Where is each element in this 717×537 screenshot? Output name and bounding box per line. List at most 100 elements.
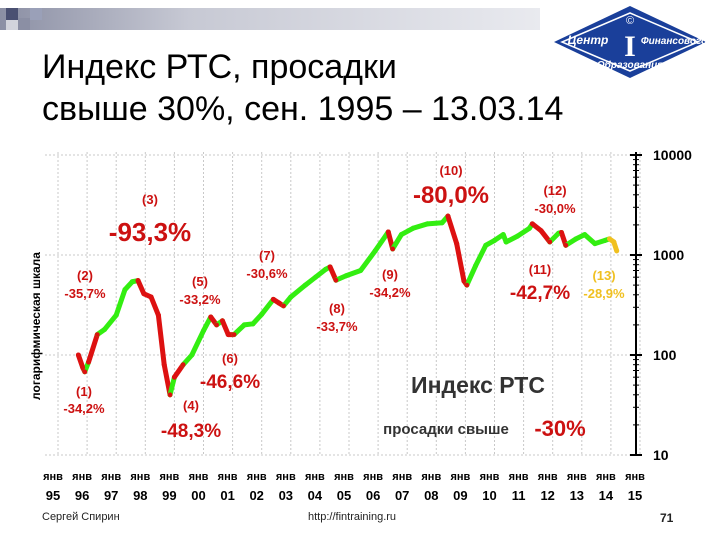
y-tick-label: 1000 xyxy=(653,247,684,263)
series-point xyxy=(602,237,608,243)
x-tick-month: янв xyxy=(276,471,296,483)
series-point xyxy=(439,220,445,226)
title-line-2: свыше 30%, сен. 1995 – 13.03.14 xyxy=(42,90,564,128)
drawdown-id-label: (8) xyxy=(329,301,345,316)
series-point xyxy=(464,282,470,288)
series-segment xyxy=(390,232,404,252)
series-point xyxy=(135,278,141,283)
drawdown-value-label: -42,7% xyxy=(510,283,570,304)
chart-subtitle: просадки свыше xyxy=(383,421,509,438)
series-point xyxy=(607,236,612,242)
series-segment xyxy=(473,242,489,269)
series-point xyxy=(527,225,532,231)
series-point xyxy=(343,273,349,279)
x-tick-year: 99 xyxy=(162,488,176,503)
x-tick-month: янв xyxy=(218,471,238,483)
y-ticks: 10 100 1000 10000 xyxy=(630,147,692,463)
drawdown-id-label: (2) xyxy=(77,268,93,283)
drawdown-value-label: -30,6% xyxy=(246,266,288,281)
drawdown-value-label: -34,2% xyxy=(63,401,105,416)
series-segment xyxy=(171,362,186,380)
x-tick-month: янв xyxy=(334,471,354,483)
series-segment xyxy=(372,229,391,254)
series-point xyxy=(94,332,100,337)
series-point xyxy=(201,328,206,334)
x-tick-year: 08 xyxy=(424,488,438,503)
drawdown-value-label: -80,0% xyxy=(413,182,489,209)
series-point xyxy=(113,312,119,318)
series-point xyxy=(529,221,535,227)
series-point xyxy=(189,352,195,358)
x-tick-year: 05 xyxy=(337,488,351,503)
series-segment xyxy=(86,332,100,365)
series-point xyxy=(425,221,430,227)
x-tick-month: янв xyxy=(101,471,121,483)
series-point xyxy=(141,291,147,297)
x-tick-month: янв xyxy=(130,471,150,483)
series-point xyxy=(208,314,214,320)
x-tick-year: 09 xyxy=(453,488,467,503)
x-tick-year: 95 xyxy=(46,488,60,503)
series-point xyxy=(390,246,396,252)
drawdown-value-label: -35,7% xyxy=(64,286,106,301)
series-point xyxy=(75,352,81,358)
series-point xyxy=(372,248,378,254)
series-segment xyxy=(167,374,177,398)
series-point xyxy=(313,274,318,280)
series-point xyxy=(148,294,154,300)
drawdown-value-label: -34,2% xyxy=(369,285,411,300)
x-tick-month: янв xyxy=(363,471,383,483)
drawdown-value-label: -93,3% xyxy=(109,217,191,247)
x-tick-month: янв xyxy=(159,471,179,483)
x-tick-year: 96 xyxy=(75,488,89,503)
slide-number: 71 xyxy=(660,511,674,525)
drawdown-id-label: (6) xyxy=(222,351,238,366)
x-tick-month: янв xyxy=(43,471,63,483)
drawdown-id-label: (12) xyxy=(543,183,566,198)
decor-square xyxy=(30,8,42,20)
decorative-bar xyxy=(0,8,540,32)
drawdown-value-label: -30,0% xyxy=(534,201,576,216)
drawdown-value-label: -48,3% xyxy=(161,421,221,442)
series-point xyxy=(259,311,265,317)
series-point xyxy=(410,225,416,231)
x-tick-month: янв xyxy=(421,471,441,483)
x-tick-year: 10 xyxy=(482,488,496,503)
series-point xyxy=(611,239,617,245)
series-point xyxy=(250,321,256,327)
y-tick-label: 10000 xyxy=(653,147,692,163)
series-segment xyxy=(358,248,378,273)
footer-url: http://fintraining.ru xyxy=(308,511,397,523)
series-point xyxy=(86,359,91,365)
chart-title: Индекс РТС xyxy=(411,372,545,398)
x-tick-month: янв xyxy=(450,471,470,483)
series-segment xyxy=(454,241,467,284)
series-point xyxy=(582,232,588,237)
series-point xyxy=(155,312,161,318)
series-point xyxy=(385,229,391,235)
x-tick-year: 13 xyxy=(570,488,584,503)
series-point xyxy=(225,332,231,337)
series-point xyxy=(161,362,167,368)
series-point xyxy=(500,232,506,237)
x-tick-year: 11 xyxy=(512,488,526,503)
series-point xyxy=(214,322,219,328)
series-point xyxy=(167,392,173,398)
x-tick-year: 02 xyxy=(249,488,263,503)
series-point xyxy=(172,374,177,380)
x-tick-month: янв xyxy=(509,471,529,483)
series-segment xyxy=(219,318,231,338)
logo-diamond-border xyxy=(560,12,700,72)
x-tick-year: 15 xyxy=(628,488,642,503)
drawdown-value-label: -33,7% xyxy=(316,319,358,334)
series-segment xyxy=(464,263,479,288)
series-point xyxy=(563,242,569,248)
drawdown-value-label: -28,9% xyxy=(583,286,625,301)
logo-diamond xyxy=(554,6,706,78)
decor-square xyxy=(18,18,30,30)
series-point xyxy=(281,303,286,309)
x-tick-year: 03 xyxy=(279,488,293,503)
x-ticks: янв 95 янв 96 янв 97 янв 98 янв 99 янв 00 янв 01 янв 02… xyxy=(43,471,645,503)
series-point xyxy=(445,213,451,219)
